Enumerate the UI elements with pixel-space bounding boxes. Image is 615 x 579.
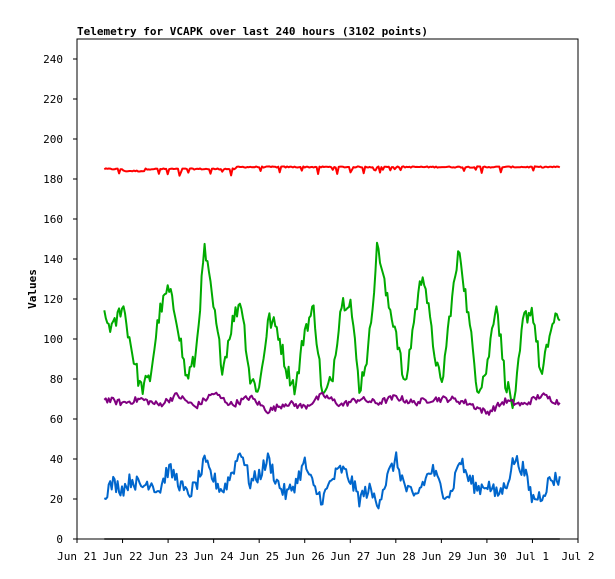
- y-tick-label: 40: [50, 453, 63, 466]
- series-group: [103, 165, 561, 540]
- x-tick-label: Jun 25: [239, 550, 279, 563]
- x-tick-label: Jun 21: [57, 550, 97, 563]
- x-tick-label: Jun 28: [376, 550, 416, 563]
- series-line-2: [103, 241, 561, 410]
- x-tick-label: Jun 30: [467, 550, 507, 563]
- y-tick-label: 20: [50, 493, 63, 506]
- y-tick-label: 0: [56, 533, 63, 546]
- y-tick-label: 140: [43, 253, 63, 266]
- x-tick-label: Jun 24: [194, 550, 234, 563]
- x-tick-label: Jun 26: [285, 550, 325, 563]
- series-line-3: [103, 391, 561, 416]
- y-axis-label: Values: [26, 269, 39, 309]
- x-axis: Jun 21 Jun 22 Jun 23 Jun 24 Jun 25 Jun 26 Jun …: [57, 539, 595, 563]
- x-tick-label: Jun 29: [421, 550, 461, 563]
- y-tick-label: 240: [43, 53, 63, 66]
- y-tick-label: 60: [50, 413, 63, 426]
- x-tick-label: Jun 27: [330, 550, 370, 563]
- x-tick-label: Jul 2: [561, 550, 594, 563]
- y-tick-label: 180: [43, 173, 63, 186]
- y-tick-label: 200: [43, 133, 63, 146]
- y-axis: 0 20 40 60 80 100 120 140 160 180 200 220 240: [43, 53, 77, 546]
- y-tick-label: 160: [43, 213, 63, 226]
- chart-title: Telemetry for VCAPK over last 240 hours …: [77, 25, 428, 38]
- y-tick-label: 100: [43, 333, 63, 346]
- y-tick-label: 120: [43, 293, 63, 306]
- y-tick-label: 220: [43, 93, 63, 106]
- x-tick-label: Jun 22: [103, 550, 143, 563]
- y-tick-label: 80: [50, 373, 63, 386]
- series-line-4: [103, 451, 561, 510]
- series-line-1: [103, 165, 561, 177]
- x-tick-label: Jul 1: [516, 550, 549, 563]
- x-tick-label: Jun 23: [148, 550, 188, 563]
